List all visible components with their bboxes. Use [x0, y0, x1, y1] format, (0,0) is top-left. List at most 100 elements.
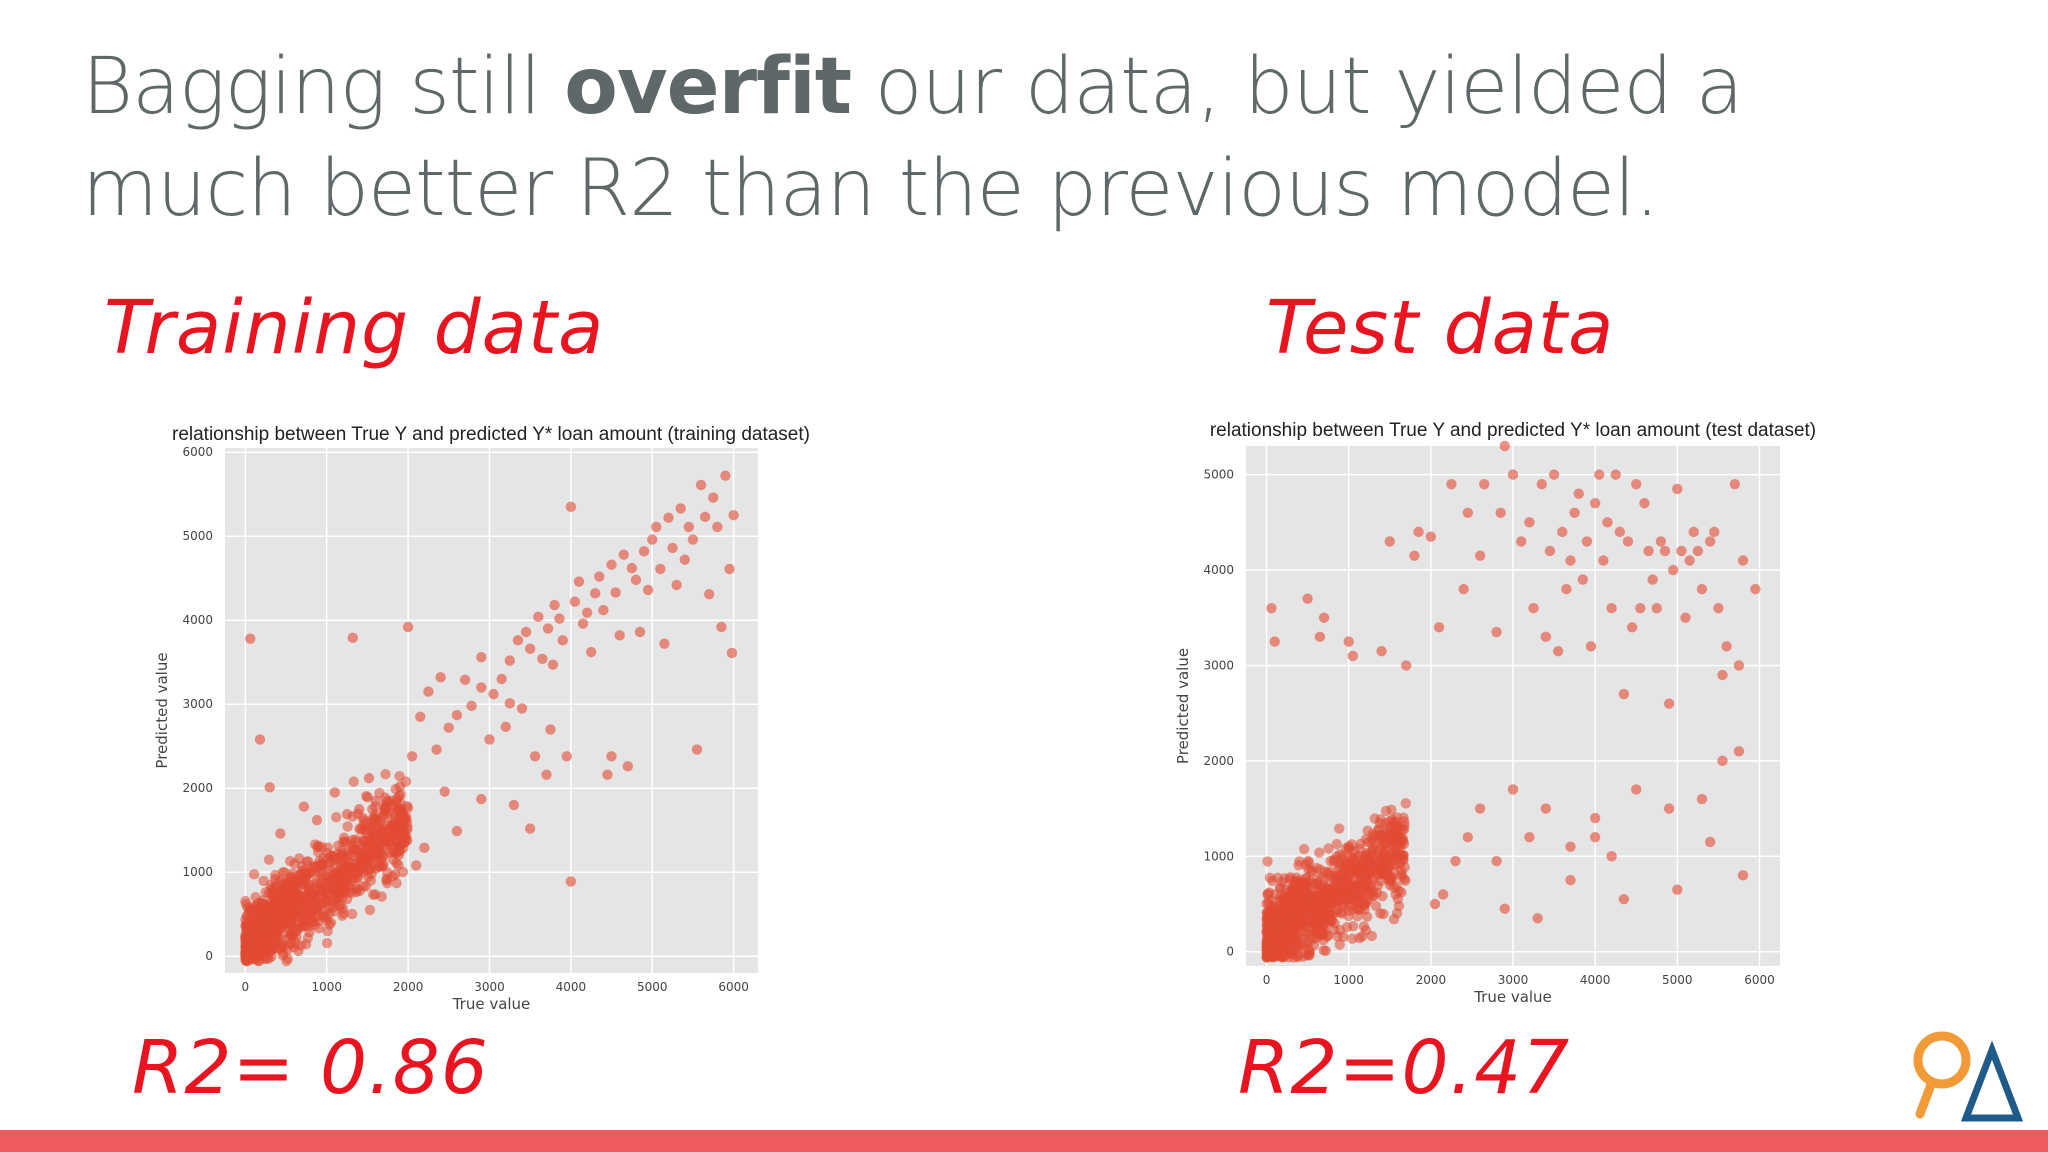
- training-scatter-point: [466, 700, 477, 712]
- training-x-tick-label: 0: [242, 980, 250, 994]
- test-scatter-point: [1297, 911, 1309, 922]
- training-scatter-point: [585, 646, 597, 658]
- test-scatter-point: [1704, 536, 1716, 547]
- training-scatter-point: [306, 903, 317, 915]
- training-scatter-point: [364, 904, 376, 916]
- training-y-tick-label: 0: [205, 949, 213, 963]
- training-scatter-point: [367, 889, 379, 900]
- test-scatter-point: [1659, 545, 1671, 557]
- test-scatter-point: [1323, 843, 1334, 854]
- training-scatter-point: [247, 934, 258, 945]
- training-scatter-point: [380, 769, 391, 780]
- training-scatter-point: [263, 854, 275, 865]
- test-scatter-point: [1516, 536, 1527, 547]
- headline-pre: Bagging still: [82, 42, 565, 132]
- test-scatter-point: [1314, 847, 1325, 858]
- test-scatter-point: [1384, 536, 1395, 547]
- training-scatter-point: [626, 562, 638, 574]
- headline-post: our data, but yielded a much better R2 t…: [82, 42, 1744, 234]
- test-scatter-point: [1733, 746, 1745, 757]
- test-scatter-point: [1696, 583, 1708, 595]
- test-scatter-point: [1474, 803, 1486, 814]
- test-scatter-point: [1676, 545, 1687, 557]
- training-scatter-point: [297, 900, 309, 911]
- test-scatter-point: [1729, 478, 1741, 490]
- training-scatter-point: [331, 811, 342, 823]
- test-scatter-point: [1267, 940, 1279, 951]
- training-scatter-point: [248, 942, 260, 953]
- test-scatter-point: [1286, 893, 1297, 905]
- training-scatter-point: [341, 809, 353, 820]
- training-y-axis-label: Predicted value: [153, 652, 171, 768]
- training-scatter-point: [520, 626, 532, 638]
- training-y-tick-label: 2000: [182, 781, 213, 795]
- training-scatter-point: [533, 611, 544, 623]
- test-scatter-point: [1311, 862, 1322, 874]
- test-scatter-point: [1381, 848, 1392, 860]
- test-scatter-point: [1388, 882, 1400, 893]
- test-scatter-point: [1598, 555, 1609, 566]
- training-scatter-point: [347, 632, 358, 644]
- test-scatter-point: [1622, 536, 1634, 547]
- test-scatter-point: [1334, 939, 1345, 950]
- test-scatter-point: [1651, 603, 1662, 614]
- training-y-tick-label: 3000: [182, 697, 213, 711]
- training-scatter-point: [537, 653, 548, 665]
- test-scatter-point: [1399, 862, 1410, 873]
- training-scatter-point: [630, 574, 642, 586]
- training-scatter-point: [348, 776, 359, 787]
- test-scatter-point: [1409, 550, 1420, 561]
- training-scatter-point: [524, 643, 536, 654]
- training-scatter-point: [411, 860, 422, 871]
- training-scatter-point: [581, 607, 593, 618]
- training-scatter-point: [451, 709, 463, 721]
- test-scatter-point: [1433, 622, 1445, 633]
- test-scatter-point: [1532, 913, 1543, 924]
- training-scatter-point: [380, 803, 392, 815]
- training-scatter-point: [337, 903, 349, 914]
- test-scatter-point: [1300, 859, 1312, 870]
- test-data-label: Test data: [1266, 285, 1615, 371]
- training-scatter-point: [716, 621, 727, 633]
- test-y-tick-label: 3000: [1203, 658, 1234, 672]
- test-scatter-point: [1491, 626, 1502, 638]
- training-scatter-point: [675, 503, 686, 514]
- training-scatter-point: [336, 872, 348, 883]
- test-scatter-point: [1376, 645, 1387, 657]
- training-scatter-point: [363, 772, 375, 784]
- training-scatter-point: [391, 878, 402, 889]
- training-scatter-point: [406, 751, 418, 762]
- test-scatter-point: [1355, 874, 1366, 885]
- training-y-tick-label: 1000: [182, 865, 213, 879]
- test-scatter-point: [1353, 891, 1365, 903]
- training-scatter-point: [500, 721, 511, 733]
- test-chart-title: relationship between True Y and predicte…: [1210, 420, 1816, 441]
- test-scatter-point: [1318, 935, 1329, 946]
- training-scatter-point: [594, 571, 605, 582]
- training-scatter-point: [565, 876, 577, 887]
- test-scatter-point: [1393, 836, 1404, 847]
- test-scatter-point: [1318, 945, 1329, 956]
- test-scatter-point: [1643, 545, 1654, 557]
- test-scatter-point: [1544, 545, 1556, 557]
- training-x-tick-label: 2000: [393, 980, 424, 994]
- test-scatter-point: [1663, 698, 1675, 709]
- test-scatter-point: [1733, 660, 1745, 671]
- training-scatter-point: [366, 860, 377, 872]
- training-scatter-point: [577, 618, 589, 629]
- test-scatter-point: [1491, 855, 1502, 867]
- test-scatter-point: [1680, 612, 1691, 623]
- test-x-axis-label: True value: [1473, 988, 1552, 1006]
- training-scatter-point: [259, 938, 271, 950]
- test-scatter-point: [1495, 507, 1506, 518]
- test-scatter-point: [1266, 603, 1277, 614]
- test-scatter-point: [1299, 884, 1311, 896]
- training-scatter-point: [476, 793, 487, 805]
- test-scatter-point: [1314, 631, 1326, 643]
- training-scatter-point: [439, 786, 450, 797]
- training-x-axis-label: True value: [452, 995, 531, 1013]
- training-scatter-point: [488, 688, 499, 700]
- training-scatter-point: [258, 875, 269, 887]
- test-scatter-point: [1264, 872, 1276, 884]
- test-scatter-point: [1358, 921, 1370, 932]
